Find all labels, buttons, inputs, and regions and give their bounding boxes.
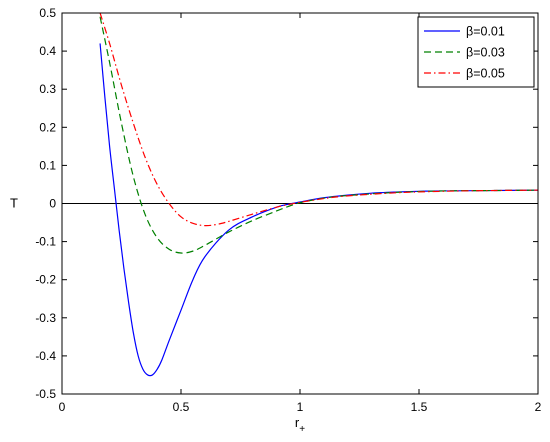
y-tick-label: 0.2 [39,120,56,134]
series-line-1 [99,43,538,377]
y-tick-label: 0 [49,197,56,211]
y-tick-label: 0.5 [39,6,56,20]
x-tick-label: 1 [297,400,304,414]
x-axis-label-main: r [295,415,300,430]
y-tick-label: -0.5 [35,387,56,401]
series-line-2 [99,16,538,254]
x-tick-label: 0.5 [173,400,190,414]
x-axis-label: r+ [295,415,305,435]
y-tick-label: 0.4 [39,44,56,58]
x-tick-label: 2 [535,400,542,414]
y-axis-label: T [10,196,18,211]
y-tick-label: -0.4 [35,349,56,363]
legend-label-1: β=0.01 [466,25,505,39]
y-tick-label: 0.1 [39,158,56,172]
y-tick-label: 0.3 [39,82,56,96]
y-tick-label: -0.1 [35,235,56,249]
x-axis-label-subscript: + [299,424,305,435]
legend-label-3: β=0.05 [466,67,505,81]
y-tick-label: -0.2 [35,273,56,287]
y-tick-label: -0.3 [35,311,56,325]
x-tick-label: 1.5 [411,400,428,414]
legend-label-2: β=0.03 [466,46,505,60]
series-line-3 [99,13,538,227]
x-tick-label: 0 [59,400,66,414]
